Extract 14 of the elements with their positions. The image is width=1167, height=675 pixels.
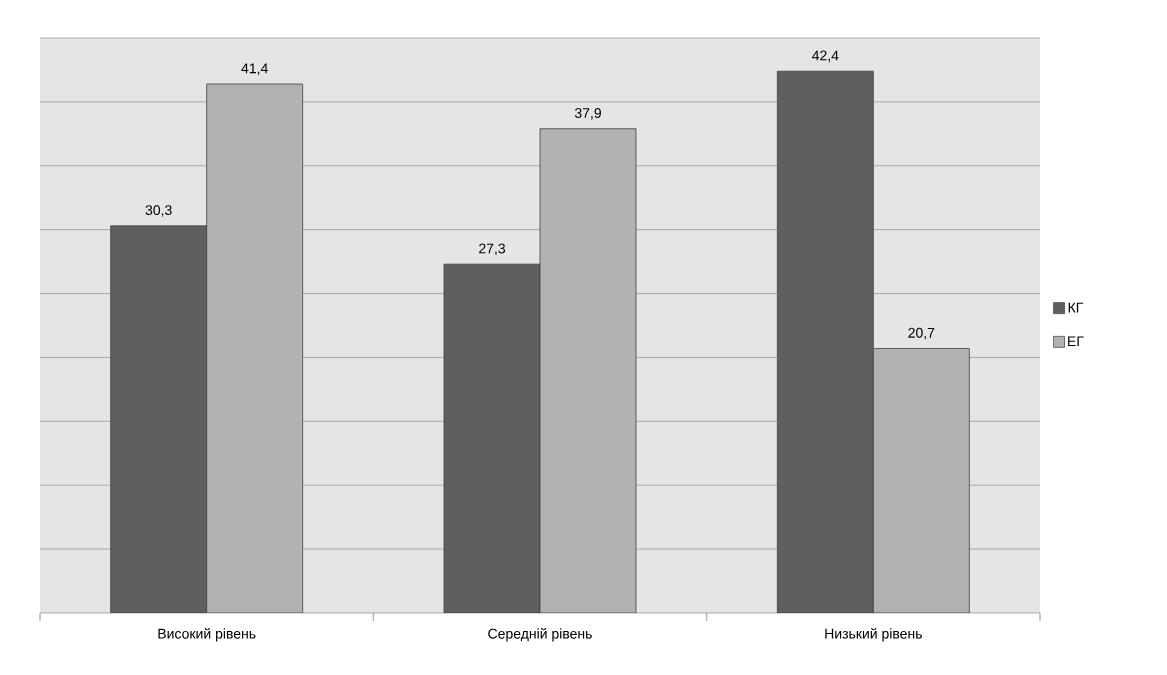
data-label: 37,9 (574, 108, 601, 120)
data-label: 30,3 (145, 205, 172, 217)
bar (776, 70, 874, 613)
x-tick-label: Високий рівень (158, 628, 256, 642)
data-label: 27,3 (479, 243, 506, 256)
x-tick-label: Середній рівень (488, 628, 592, 642)
bar (443, 263, 541, 613)
data-label: 20,7 (908, 327, 935, 340)
legend-label: КГ (1068, 302, 1084, 313)
data-label: 42,4 (812, 50, 839, 63)
data-label: 41,4 (241, 63, 268, 75)
legend-label: ЕГ (1068, 336, 1084, 347)
x-tick-label: Низький рівень (825, 628, 922, 642)
bar (110, 225, 208, 613)
